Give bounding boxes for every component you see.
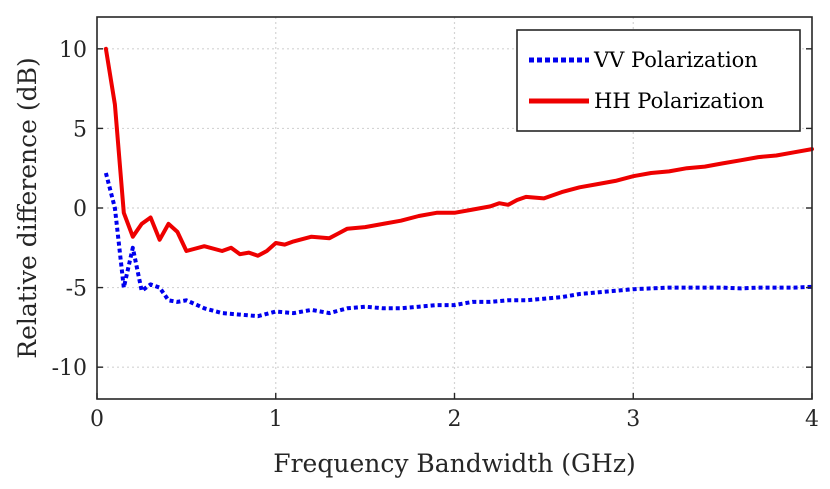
y-tick-label: -5 — [66, 277, 87, 302]
x-tick-label: 1 — [269, 407, 283, 432]
x-axis-title: Frequency Bandwidth (GHz) — [273, 449, 636, 478]
x-tick-label: 2 — [448, 407, 462, 432]
x-tick-label: 0 — [90, 407, 104, 432]
vv-polarization-line — [103, 172, 813, 319]
legend-label-hh: HH Polarization — [594, 89, 764, 113]
y-tick-label: 10 — [59, 38, 87, 63]
series-group — [103, 46, 814, 319]
legend-label-vv: VV Polarization — [593, 48, 758, 72]
legend: VV Polarization HH Polarization — [516, 29, 801, 132]
y-tick-label: 5 — [73, 117, 87, 142]
y-tick-label: -10 — [52, 356, 87, 381]
axis-ticks: 0 1 2 3 4 10 5 0 -5 -10 — [52, 38, 819, 432]
y-tick-label: 0 — [73, 197, 87, 222]
y-axis-title: Relative difference (dB) — [13, 57, 42, 358]
x-tick-label: 4 — [805, 407, 819, 432]
legend-box — [516, 29, 801, 132]
hh-polarization-line — [103, 46, 814, 258]
x-tick-label: 3 — [626, 407, 640, 432]
